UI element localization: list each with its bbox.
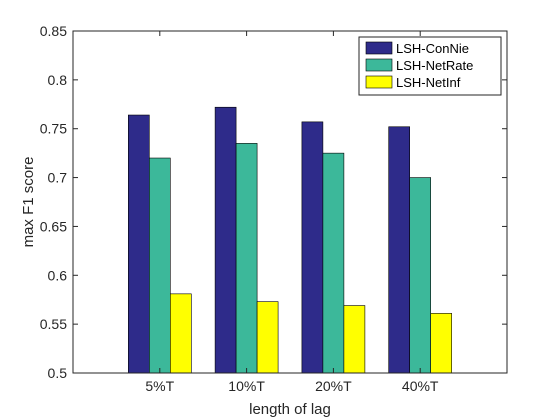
bar [301,121,324,374]
legend: LSH-ConNie LSH-NetRate LSH-NetInf [358,36,502,96]
x-tick-label: 10%T [228,378,265,394]
x-axis: 5%T 10%T 20%T 40%T [145,31,439,394]
bar [235,143,258,374]
x-tick-label: 20%T [315,378,352,394]
legend-label: LSH-NetRate [396,58,473,73]
y-tick-label: 0.75 [40,121,67,137]
bar [430,313,453,374]
plot-frame [72,30,508,374]
legend-swatch [365,58,393,72]
legend-label: LSH-NetInf [396,75,461,90]
bar [409,177,432,374]
bar [256,301,279,374]
y-tick-label: 0.65 [40,218,67,234]
y-tick-label: 0.55 [40,316,67,332]
legend-swatch [365,41,393,55]
x-axis-label: length of lag [249,401,331,418]
y-tick-label: 0.8 [48,72,68,88]
y-axis: 0.5 0.55 0.6 0.65 0.7 0.75 0.8 0.85 [40,23,507,381]
x-tick-label: 5%T [145,378,174,394]
legend-label: LSH-ConNie [396,41,469,56]
legend-swatch [365,75,393,89]
y-tick-label: 0.6 [48,267,68,283]
bar [170,293,192,374]
bars-group [128,106,453,374]
bar [214,106,237,374]
y-axis-label: max F1 score [20,157,37,248]
y-tick-label: 0.85 [40,23,67,39]
bar [343,305,366,374]
bar [388,126,411,374]
y-tick-label: 0.5 [48,365,68,381]
bar [149,157,171,374]
y-tick-label: 0.7 [48,170,68,186]
bar [128,114,150,374]
bar [322,152,345,374]
x-tick-label: 40%T [402,378,439,394]
